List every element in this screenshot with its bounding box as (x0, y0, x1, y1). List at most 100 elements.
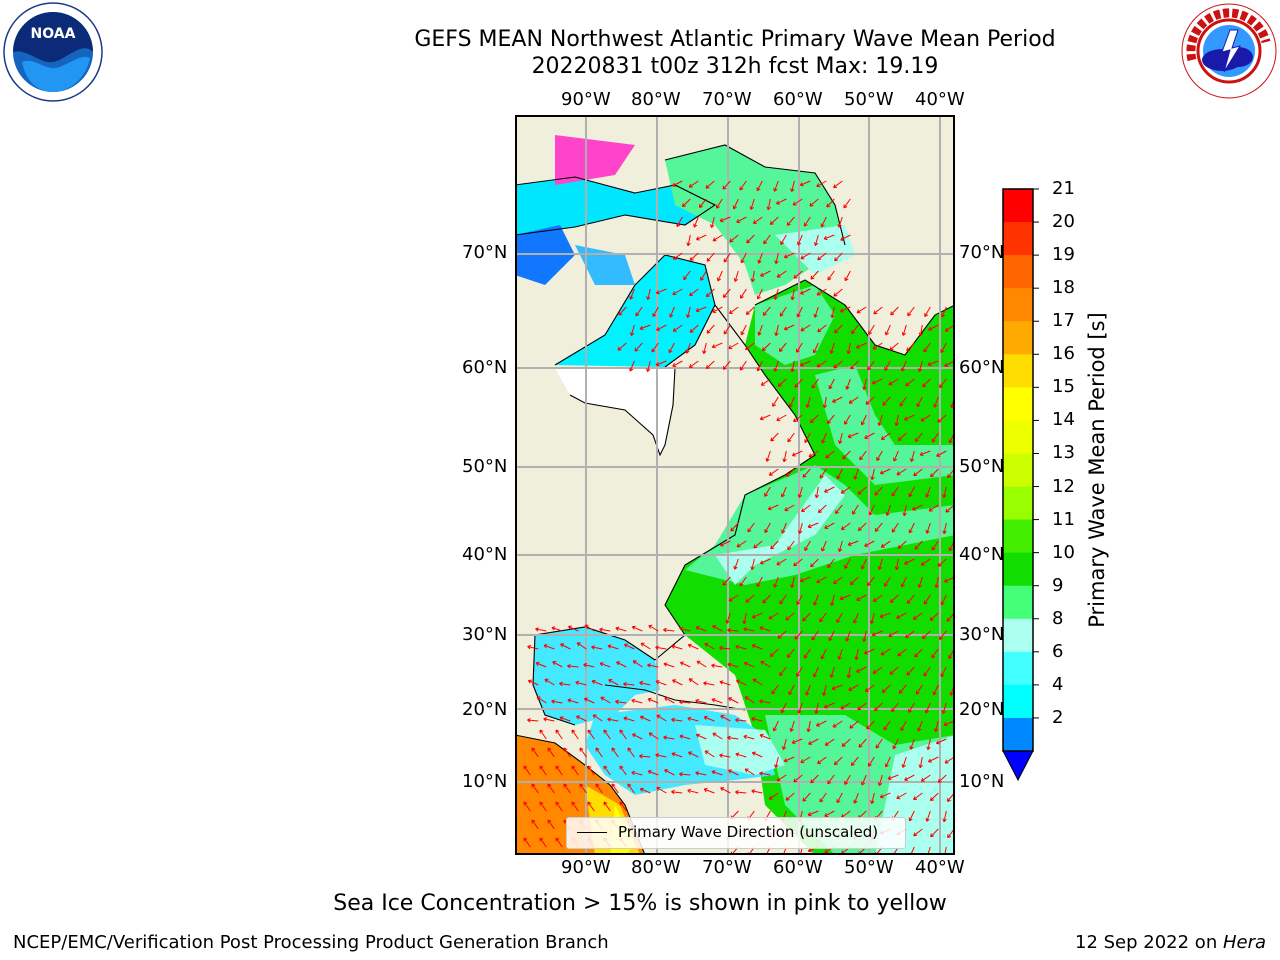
wave-arrow (793, 558, 803, 567)
wave-arrow (879, 792, 891, 799)
wave-arrow (681, 198, 691, 208)
wave-arrow (769, 648, 779, 657)
wave-arrow (652, 306, 659, 318)
colorbar-tick-label: 2 (1052, 706, 1064, 728)
wave-arrow (756, 288, 763, 300)
wave-arrow (523, 765, 531, 776)
wave-arrow (727, 769, 739, 776)
wave-arrow (898, 684, 907, 694)
wave-arrow (880, 432, 891, 440)
wave-arrow (813, 594, 819, 606)
sea-ice-region (555, 135, 635, 185)
wave-arrow (535, 627, 547, 632)
wave-arrow (792, 198, 803, 206)
wave-arrow (679, 699, 691, 705)
wave-arrow (935, 738, 947, 745)
wave-arrow (929, 612, 939, 621)
wave-arrow (745, 594, 755, 603)
wave-arrow (850, 756, 859, 766)
colorbar-tick-label: 21 (1052, 178, 1075, 199)
wave-arrow (770, 432, 779, 442)
wave-arrow (853, 612, 859, 624)
wave-arrow (831, 684, 843, 691)
wave-arrow (793, 414, 803, 423)
wave-arrow (817, 756, 827, 765)
wave-arrow (824, 810, 835, 817)
wave-arrow (531, 819, 539, 830)
wave-arrow (735, 717, 747, 723)
wave-arrow (814, 486, 820, 499)
wave-arrow (926, 738, 931, 751)
wave-arrow (766, 198, 771, 211)
wave-arrow (809, 414, 819, 424)
colorbar-segment (1003, 420, 1033, 454)
wave-arrow (607, 644, 619, 650)
wave-arrow (889, 594, 899, 603)
wave-arrow (776, 774, 787, 782)
wave-arrow (791, 738, 803, 745)
wave-arrow (920, 558, 931, 566)
wave-arrow (852, 504, 859, 515)
wave-arrow (631, 625, 643, 632)
lat-label-right-70n: 70°N (959, 242, 1005, 263)
wave-arrow (893, 450, 899, 462)
wave-arrow (928, 504, 939, 512)
wave-arrow (756, 360, 763, 372)
wave-arrow (829, 342, 835, 354)
wave-arrow (857, 522, 867, 531)
wave-arrow (812, 666, 819, 678)
wave-arrow (723, 252, 731, 263)
wave-arrow (777, 378, 787, 387)
wave-arrow (900, 576, 907, 588)
wave-arrow (836, 792, 843, 804)
lon-label-bottom-70w: 70°W (702, 857, 752, 878)
wave-arrow (856, 666, 867, 673)
wave-arrow (824, 522, 835, 529)
wave-arrow (750, 270, 756, 283)
wave-arrow (900, 720, 907, 732)
wave-arrow (763, 234, 771, 245)
wave-arrow (837, 648, 843, 660)
wave-arrow (940, 666, 947, 678)
wave-arrow (905, 630, 915, 639)
wave-arrow (762, 594, 771, 604)
wave-arrow (826, 198, 835, 208)
wave-arrow (757, 252, 763, 264)
wave-arrow (616, 661, 627, 668)
wave-arrow (576, 642, 587, 650)
lon-label-top-80w: 80°W (631, 89, 681, 110)
colorbar-segment (1003, 684, 1033, 719)
wave-arrow (698, 198, 707, 208)
wave-arrow (728, 594, 739, 602)
wave-arrow (917, 576, 923, 588)
wave-arrow (834, 324, 843, 334)
wave-arrow (664, 769, 675, 776)
wave-arrow (897, 540, 907, 549)
wave-arrow (847, 540, 859, 547)
wave-arrow (668, 342, 675, 354)
colorbar-segment (1003, 222, 1033, 256)
wave-arrow (744, 696, 755, 704)
wave-arrow (859, 450, 867, 461)
wave-arrow (736, 216, 747, 223)
wave-arrow (587, 801, 595, 812)
lon-label-top-90w: 90°W (561, 89, 611, 110)
wave-arrow (797, 234, 803, 246)
wave-arrow (583, 697, 595, 704)
wave-arrow (819, 612, 827, 623)
wave-arrow (922, 378, 931, 388)
wave-arrow (523, 801, 531, 812)
wave-arrow (809, 198, 819, 207)
wave-arrow (571, 729, 579, 740)
wave-arrow (689, 252, 699, 261)
lon-label-top-70w: 70°W (702, 89, 752, 110)
wave-arrow (695, 771, 707, 776)
wave-arrow (874, 702, 883, 712)
wave-arrow (941, 702, 947, 714)
wave-arrow (873, 306, 883, 315)
wave-arrow (942, 522, 947, 535)
wave-arrow (877, 774, 883, 786)
wave-arrow (603, 801, 611, 812)
wave-arrow (719, 645, 731, 651)
wave-arrow (798, 522, 803, 534)
